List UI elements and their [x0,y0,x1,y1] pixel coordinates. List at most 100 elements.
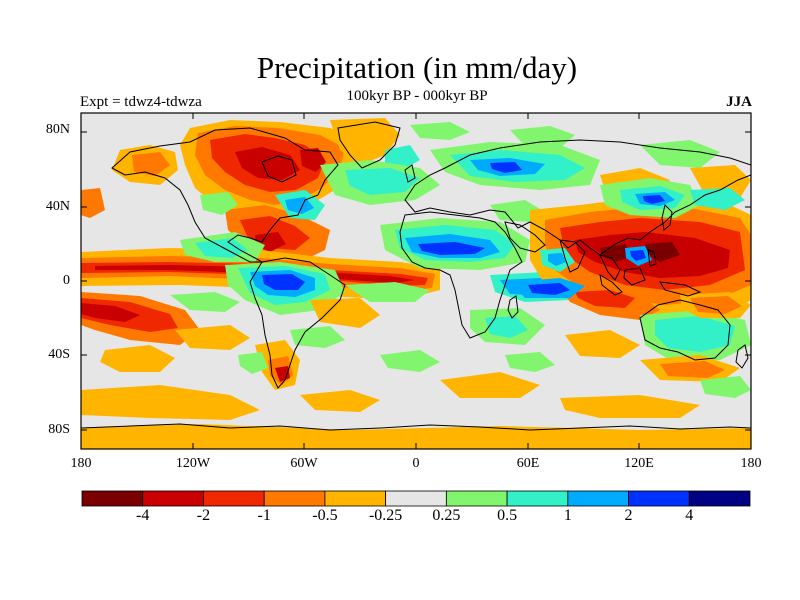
contour-so-dry-2 [175,325,250,350]
coastline-europe-asia [404,139,751,256]
contour-so-dry-4 [300,390,380,412]
contour-hudson-core [300,148,326,172]
contour-antarctic-dry [81,424,751,449]
coastline-arabia [504,221,546,253]
experiment-label: Expt = tdwz4-tdwza [80,94,202,110]
colorbar-box-3 [263,490,326,507]
contour-maritime-wet-core [630,250,646,261]
contour-samerica-wet-core [262,274,305,290]
colorbar-box-5 [385,490,447,507]
colorbar-box-2 [203,490,265,507]
coastline-australia [639,299,731,361]
contour-asia-dry-extreme-2 [645,242,680,262]
contour-arctic-wet [410,122,470,140]
coastline-india [559,239,586,273]
lon-label-60w: 60W [290,456,318,471]
colorbar-box-10 [688,490,751,507]
lon-label-60e: 60E [516,456,540,471]
contour-satl-dry [310,298,380,328]
contour-sio-wet [505,352,555,372]
contour-patagonia-core [275,366,290,382]
contour-greenland-wet [385,145,420,170]
contour-wpac-wet [690,188,745,210]
colorbar-label-7: 1 [563,507,572,524]
coastline-north-america [111,127,339,263]
contour-camerica-wet-mid [195,238,248,258]
colorbar-label-9: 4 [685,507,694,524]
contour-satl-wet [345,282,430,302]
contour-siberia-wet [640,140,720,168]
contour-natl-wet-mid [345,168,420,195]
lon-label-120e: 120E [624,456,654,471]
lat-label-equator: 0 [63,273,70,288]
lat-label-80n: 80N [45,122,70,137]
coastline-borneo [623,267,646,286]
coastline-south-america [249,257,346,389]
contour-so-dry-5 [440,372,540,398]
contour-so-dry-1 [100,345,175,372]
axis-ticks [81,113,751,449]
contour-sepac-dry-core [81,303,140,322]
colorbar-label-1: -2 [196,507,211,524]
contour-sio-dry [565,330,640,358]
colorbar-box-1 [142,490,204,507]
precipitation-field [81,113,751,449]
coastline-greenland [337,121,401,169]
colorbar-label-3: -0.5 [312,507,338,524]
contour-us-east-wet-core [285,197,314,214]
lon-label-180e: 180 [740,456,762,471]
contour-alaska-mid [132,152,170,176]
coastline-hudson-bay [261,155,297,183]
coastline-antarctica [81,423,751,431]
contour-australia-dry-mid [690,296,742,314]
colorbar-box-7 [506,490,569,507]
contour-australia-wet-mid [655,316,735,352]
lat-label-40s: 40S [48,347,70,362]
contour-io-dry-inner [575,290,635,308]
colorbar-box-8 [567,490,629,507]
contour-arabian-wet-core [548,253,566,266]
lon-label-0: 0 [412,456,420,471]
coastline-africa [399,211,523,339]
contour-sahel-wet-core [418,242,485,255]
colorbar-label-2: -1 [257,507,271,524]
contour-so-dry-3 [81,385,260,420]
contour-io-wet-core [528,283,570,295]
season-label: JJA [726,94,752,110]
coastline-japan [661,204,673,231]
map-title: Precipitation (in mm/day) [256,50,578,85]
colorbar-box-9 [628,490,690,507]
contour-greenland-outer [330,118,400,165]
contour-so-dry-6 [560,395,700,418]
colorbar-label-6: 0.5 [497,507,518,524]
coastline-uk [404,164,416,183]
contour-easia-wet-core [643,195,665,204]
coastline-newguinea [659,281,702,297]
coastline-madagascar [507,295,519,319]
contour-arctic-wet-2 [510,126,575,148]
contour-na-arctic-core [235,147,300,180]
colorbar-box-6 [445,490,508,507]
coastline-sumatra [599,274,623,296]
coastline-newzealand [735,344,749,369]
contour-sepac-wet [170,292,240,312]
colorbar-label-8: 2 [624,507,633,524]
colorbar [81,490,751,507]
contour-eurasia-wet-core [490,162,522,173]
lat-label-80s: 80S [48,422,70,437]
contour-so-dry-7-mid [660,361,725,378]
contour-patagonia-wet [238,352,268,374]
contour-so-wet-3 [700,376,751,398]
lon-label-180w: 180 [70,456,92,471]
lon-label-120w: 120W [175,456,211,471]
contour-so-wet-2 [290,326,345,348]
contour-safrica-wet-inner [485,316,528,338]
contour-wpac-north-dry [81,188,105,218]
contour-midwest-wet [200,192,238,215]
coastline-philippines [647,249,657,267]
map-subtitle: 100kyr BP - 000kyr BP [346,88,488,104]
coastlines [81,121,751,431]
coastline-indochina [599,254,621,281]
colorbar-box-4 [324,490,387,507]
